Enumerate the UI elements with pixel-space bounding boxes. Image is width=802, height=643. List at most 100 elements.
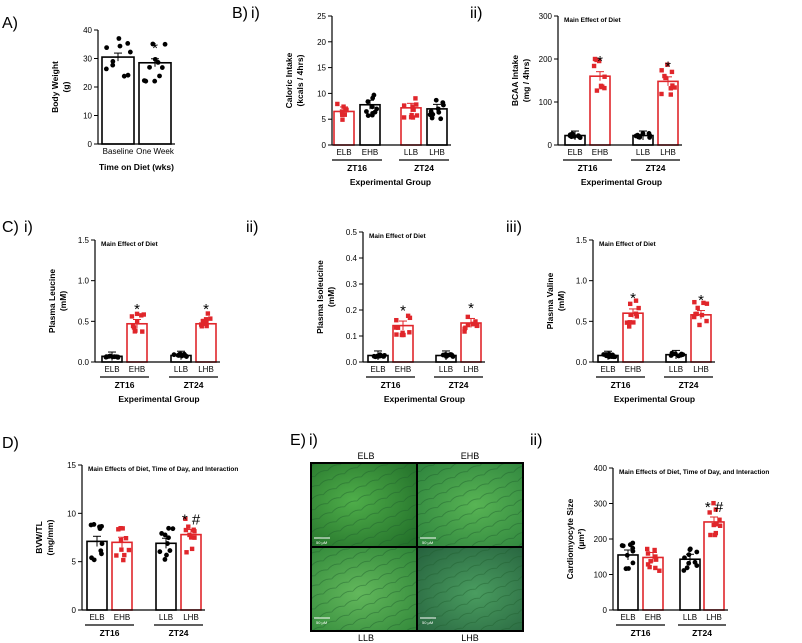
bar-d-lhb: [180, 533, 202, 611]
group-label-ci-1: ZT24: [184, 380, 204, 390]
point-ciii-2-9: [670, 351, 676, 357]
point-a-1-9: [157, 73, 162, 79]
group-label-cii-0: ZT16: [381, 380, 401, 390]
x-tick-label-ciii-1: EHB: [625, 365, 641, 374]
y-tick-label-a-2: 20: [83, 83, 92, 92]
x-tick-label-cii-2: LLB: [439, 365, 453, 374]
point-ciii-3-4: [692, 299, 697, 305]
point-a-0-6: [121, 73, 127, 79]
y-tick-label-a-4: 40: [83, 26, 92, 35]
micrograph-elb: [311, 463, 417, 547]
point-d-3-9: [191, 527, 196, 532]
y-tick-label-d-2: 10: [67, 509, 76, 518]
y-tick-label-eii-0: 0: [603, 606, 608, 615]
point-bi-2-1: [410, 104, 415, 109]
y-tick-label-ciii-3: 1.5: [576, 236, 588, 245]
point-d-2-3: [164, 552, 169, 558]
x-axis-label-a: Time on Diet (wks): [99, 162, 174, 172]
point-a-0-3: [103, 66, 109, 72]
point-bi-2-5: [401, 103, 407, 108]
point-eii-2-5: [687, 546, 693, 552]
point-cii-1-9: [407, 330, 412, 335]
group-label-ci-0: ZT16: [115, 380, 135, 390]
point-a-0-2: [125, 72, 131, 78]
x-tick-label-d-2: LLB: [159, 613, 173, 622]
x-tick-label-bi-1: EHB: [362, 148, 378, 157]
y-tick-label-eii-3: 300: [594, 500, 608, 509]
point-bii-3-8: [659, 91, 664, 97]
x-tick-label-d-3: LHB: [183, 613, 199, 622]
point-ciii-1-0: [633, 311, 639, 316]
y-tick-label-bii-2: 200: [539, 55, 553, 64]
micrograph-label-elb: ELB: [357, 451, 374, 461]
point-ci-1-3: [130, 323, 136, 329]
group-label-ciii-1: ZT24: [679, 380, 699, 390]
group-label-bii-0: ZT16: [578, 163, 598, 173]
point-eii-1-1: [653, 554, 658, 559]
point-eii-3-8: [713, 507, 719, 512]
point-cii-2-9: [449, 353, 455, 358]
x-tick-label-eii-1: EHB: [645, 613, 661, 622]
point-cii-0-9: [375, 354, 381, 359]
point-d-2-9: [166, 525, 172, 531]
point-ci-0-9: [104, 354, 110, 360]
y-tick-label-bi-5: 25: [317, 12, 326, 21]
point-cii-1-6: [401, 332, 406, 338]
point-a-1-5: [150, 41, 156, 47]
y-tick-label-cii-3: 0.3: [346, 280, 358, 289]
point-bi-0-4: [342, 112, 347, 117]
point-a-1-8: [147, 64, 152, 70]
point-eii-0-9: [627, 542, 633, 548]
point-bi-3-0: [433, 97, 439, 103]
point-ciii-1-6: [627, 320, 632, 325]
y-axis-label-eii-1: (µm²): [576, 528, 586, 549]
micrograph-ehb: [417, 463, 523, 547]
point-eii-3-1: [712, 532, 718, 538]
panel-label-e-ii: ii): [530, 432, 542, 449]
point-eii-3-9: [707, 510, 712, 515]
x-tick-label-ciii-2: LLB: [669, 365, 683, 374]
x-tick-label-bii-0: ELB: [567, 148, 582, 157]
point-d-0-8: [98, 548, 104, 554]
point-a-1-1: [152, 78, 158, 84]
point-eii-0-4: [619, 543, 625, 548]
point-eii-3-3: [717, 523, 723, 528]
point-eii-2-8: [682, 555, 687, 561]
point-ci-0-8: [110, 354, 115, 360]
point-cii-3-9: [471, 321, 476, 327]
point-bi-0-6: [341, 104, 346, 109]
point-bi-2-8: [409, 113, 414, 118]
point-ci-2-9: [179, 353, 185, 359]
point-eii-1-8: [645, 546, 650, 552]
annotation-d: Main Effects of Diet, Time of Day, and I…: [88, 466, 238, 473]
point-d-2-7: [162, 532, 168, 538]
x-tick-label-ci-3: LHB: [198, 365, 214, 374]
panel-label-c: C): [2, 219, 19, 236]
y-tick-label-bii-1: 100: [539, 98, 553, 107]
panel-label-b-i: i): [251, 5, 260, 22]
y-tick-label-ciii-2: 1.0: [576, 277, 588, 286]
point-a-0-8: [110, 62, 116, 68]
point-d-1-4: [116, 527, 121, 532]
point-d-1-2: [122, 552, 127, 558]
point-ci-3-6: [204, 319, 209, 324]
point-cii-1-5: [405, 313, 411, 319]
point-bi-2-3: [414, 113, 420, 118]
y-tick-label-a-1: 10: [83, 112, 92, 121]
point-cii-3-2: [465, 322, 471, 328]
y-tick-label-ci-2: 1.0: [78, 277, 90, 286]
y-axis-label-cii-1: (mM): [326, 287, 336, 307]
point-cii-1-7: [395, 325, 401, 330]
point-a-1-2: [141, 78, 147, 84]
point-bii-3-2: [670, 83, 675, 88]
group-label-d-1: ZT24: [169, 628, 189, 638]
point-bi-2-2: [411, 107, 416, 112]
x-tick-label-ci-1: EHB: [129, 365, 145, 374]
y-tick-label-eii-2: 200: [594, 535, 608, 544]
point-eii-2-9: [681, 568, 687, 573]
point-bii-1-9: [602, 85, 607, 91]
point-bi-0-7: [343, 107, 348, 113]
point-ciii-3-9: [694, 311, 699, 317]
annotation-eii: Main Effects of Diet, Time of Day, and I…: [619, 469, 769, 476]
point-eii-1-6: [653, 557, 659, 562]
